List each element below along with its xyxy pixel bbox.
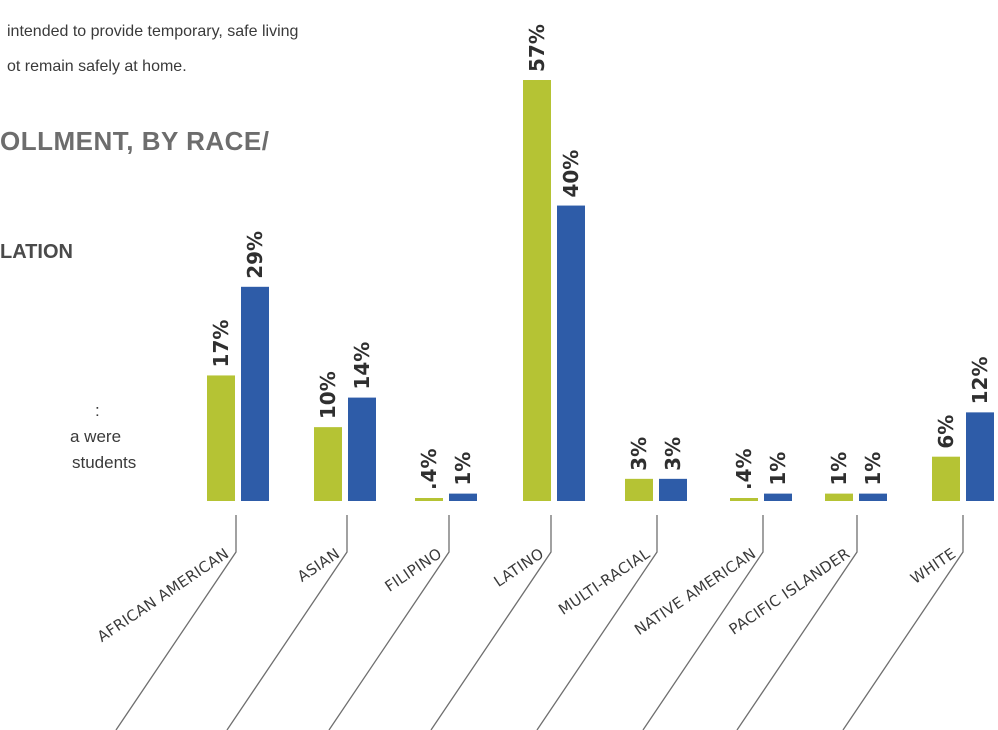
chart-heading: OLLMENT, BY RACE/ xyxy=(0,126,270,156)
value-label-pacific-islander-series-1: 1% xyxy=(827,452,851,486)
leader-line-latino xyxy=(430,515,552,730)
bar-filipino-series-1 xyxy=(415,498,443,501)
value-label-white-series-1: 6% xyxy=(934,415,958,449)
leader-lines-group xyxy=(115,515,964,730)
value-label-multi-racial-series-2: 3% xyxy=(661,437,685,471)
category-label-asian: ASIAN xyxy=(294,544,343,585)
bar-african-american-series-2 xyxy=(241,286,269,501)
bar-asian-series-2 xyxy=(348,397,376,501)
note-line-1: : xyxy=(95,401,100,420)
note-line-3: students xyxy=(72,453,137,472)
value-label-filipino-series-2: 1% xyxy=(451,452,475,486)
intro-line-2: ot remain safely at home. xyxy=(7,58,187,75)
leader-line-multi-racial xyxy=(536,515,658,730)
value-label-african-american-series-2: 29% xyxy=(243,231,267,279)
bar-filipino-series-2 xyxy=(449,493,477,501)
bar-latino-series-2 xyxy=(557,205,585,501)
intro-line-1: intended to provide temporary, safe livi… xyxy=(7,23,299,40)
bar-multi-racial-series-1 xyxy=(625,478,653,501)
bar-asian-series-1 xyxy=(314,427,342,501)
bar-native-american-series-2 xyxy=(764,493,792,501)
chart-subheading: LATION xyxy=(0,241,73,263)
leader-line-african-american xyxy=(115,515,237,730)
value-label-asian-series-1: 10% xyxy=(316,371,340,419)
value-label-native-american-series-2: 1% xyxy=(766,452,790,486)
value-label-native-american-series-1: .4% xyxy=(732,448,756,490)
bar-native-american-series-1 xyxy=(730,498,758,501)
bar-latino-series-1 xyxy=(523,80,551,501)
value-label-filipino-series-1: .4% xyxy=(417,448,441,490)
leader-line-white xyxy=(842,515,964,730)
leader-line-pacific-islander xyxy=(736,515,858,730)
bar-pacific-islander-series-1 xyxy=(825,493,853,501)
bar-multi-racial-series-2 xyxy=(659,478,687,501)
value-label-african-american-series-1: 17% xyxy=(209,320,233,368)
bar-african-american-series-1 xyxy=(207,375,235,501)
note-text: : a were students xyxy=(0,398,137,476)
category-label-white: WHITE xyxy=(907,544,959,587)
value-label-pacific-islander-series-2: 1% xyxy=(861,452,885,486)
category-labels-group: AFRICAN AMERICAN ASIAN FILIPINO LATINO MULTI… xyxy=(94,544,959,646)
leader-line-filipino xyxy=(328,515,450,730)
category-label-filipino: FILIPINO xyxy=(382,544,446,595)
category-label-latino: LATINO xyxy=(491,544,548,590)
category-label-multi-racial: MULTI-RACIAL xyxy=(555,544,653,618)
leader-line-asian xyxy=(226,515,348,730)
value-label-latino-series-2: 40% xyxy=(559,150,583,198)
value-label-latino-series-1: 57% xyxy=(525,24,549,72)
bar-white-series-2 xyxy=(966,412,994,501)
category-label-african-american: AFRICAN AMERICAN xyxy=(94,544,232,645)
bar-white-series-1 xyxy=(932,456,960,501)
value-label-asian-series-2: 14% xyxy=(350,342,374,390)
value-label-white-series-2: 12% xyxy=(968,356,992,404)
leader-line-native-american xyxy=(642,515,764,730)
bars-group xyxy=(207,80,994,501)
value-label-multi-racial-series-1: 3% xyxy=(627,437,651,471)
value-labels-group: 17% 29% 10% 14% .4% 1% 57% 40% 3% 3% .4% 1% 1% 1% 6% 12… xyxy=(209,24,992,490)
note-line-2: a were xyxy=(70,427,122,446)
bar-pacific-islander-series-2 xyxy=(859,493,887,501)
